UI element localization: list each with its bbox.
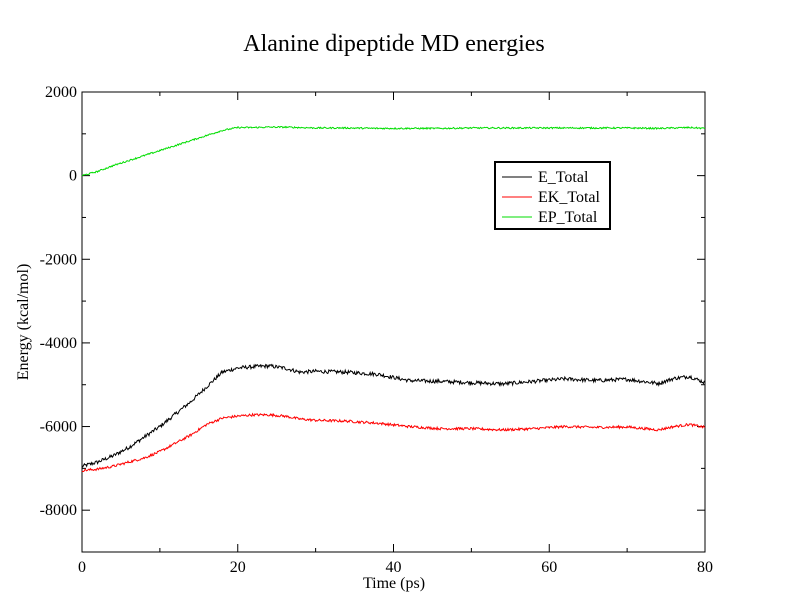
plot-frame [81,91,706,553]
series-line-ek-total [81,412,706,473]
legend: E_Total EK_Total EP_Total [494,161,611,230]
y-tick-label: -6000 [40,419,77,436]
legend-label: E_Total [538,169,589,186]
x-tick-label: 40 [386,559,402,576]
x-tick-label: 80 [697,559,713,576]
x-tick-label: 20 [230,559,246,576]
y-tick-label: -2000 [40,251,77,268]
x-tick-label: 60 [541,559,557,576]
y-tick-label: 0 [69,168,77,185]
y-tick-label: -8000 [40,502,77,519]
axes: 0 20 40 60 80 2000 0 -2000 -4000 -6000 -8000 [40,84,713,576]
y-tick-label: 2000 [45,84,77,101]
legend-box [494,161,611,230]
x-axis-label: Time (ps) [363,575,425,592]
y-tick-label: -4000 [40,335,77,352]
chart-title: Alanine dipeptide MD energies [243,31,544,57]
legend-label: EP_Total [538,209,598,226]
legend-label: EK_Total [538,189,601,206]
series-lines [81,125,706,473]
series-line-e-total [81,363,706,468]
y-axis-label: Energy (kcal/mol) [15,264,32,381]
x-tick-label: 0 [78,559,86,576]
series-line-ep-total [81,125,706,177]
